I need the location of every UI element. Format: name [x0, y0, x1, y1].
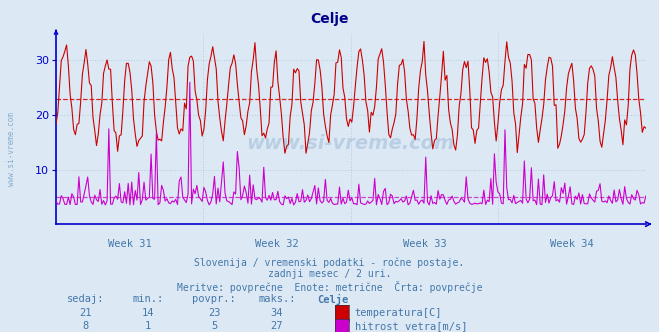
- Text: 1: 1: [145, 321, 152, 331]
- Text: 27: 27: [271, 321, 283, 331]
- Text: povpr.:: povpr.:: [192, 294, 236, 304]
- Text: Celje: Celje: [317, 294, 349, 305]
- Text: Meritve: povprečne  Enote: metrične  Črta: povprečje: Meritve: povprečne Enote: metrične Črta:…: [177, 281, 482, 292]
- Text: 34: 34: [271, 308, 283, 318]
- Text: 21: 21: [80, 308, 92, 318]
- Text: 8: 8: [82, 321, 89, 331]
- Text: www.si-vreme.com: www.si-vreme.com: [7, 113, 16, 186]
- Text: 14: 14: [142, 308, 154, 318]
- Text: maks.:: maks.:: [258, 294, 295, 304]
- Text: Week 34: Week 34: [550, 239, 594, 249]
- Text: 23: 23: [208, 308, 220, 318]
- Text: www.si-vreme.com: www.si-vreme.com: [246, 134, 455, 153]
- Text: zadnji mesec / 2 uri.: zadnji mesec / 2 uri.: [268, 269, 391, 279]
- Text: Slovenija / vremenski podatki - ročne postaje.: Slovenija / vremenski podatki - ročne po…: [194, 257, 465, 268]
- Text: Week 32: Week 32: [255, 239, 299, 249]
- Text: Week 31: Week 31: [108, 239, 152, 249]
- Text: hitrost vetra[m/s]: hitrost vetra[m/s]: [355, 321, 467, 331]
- Text: Celje: Celje: [310, 12, 349, 26]
- Text: temperatura[C]: temperatura[C]: [355, 308, 442, 318]
- Text: sedaj:: sedaj:: [67, 294, 104, 304]
- Text: min.:: min.:: [132, 294, 164, 304]
- Text: Week 33: Week 33: [403, 239, 447, 249]
- Text: 5: 5: [211, 321, 217, 331]
